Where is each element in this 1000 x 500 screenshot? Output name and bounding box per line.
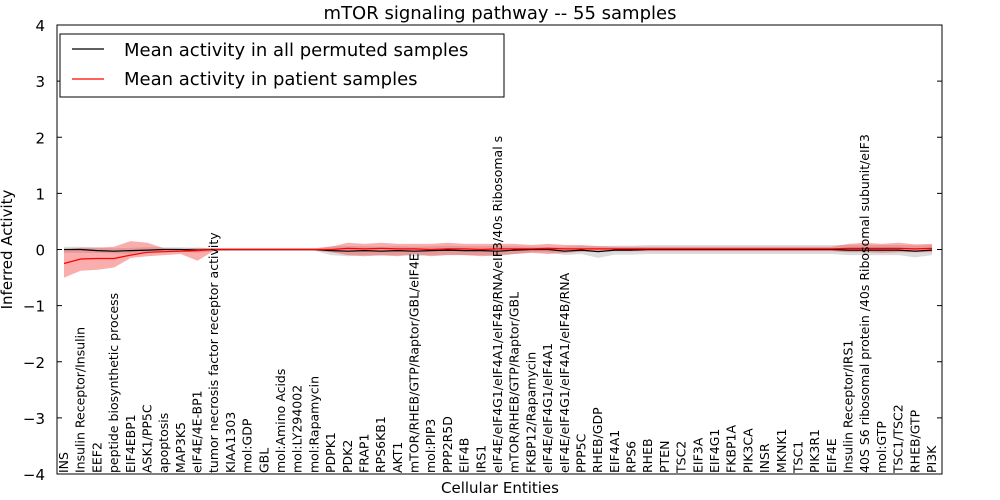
x-tick-label: FKBP12/Rapamycin [523, 352, 538, 473]
y-tick-label: 1 [35, 185, 45, 203]
x-tick-label: FRAP1 [357, 434, 372, 473]
x-tick-label: PI3K [924, 445, 939, 473]
legend: Mean activity in all permuted samples Me… [59, 33, 505, 98]
x-tick-label: 40S S6 ribosomal protein /40s Ribosomal … [857, 134, 872, 473]
x-tick-label: MKNK1 [774, 429, 789, 473]
x-tick-label: eIF4E/eIF4G1/eIF4A1/eIF4B/RNA/eIF3/40s R… [490, 136, 505, 473]
x-tick-label: ASK1/PP5C [140, 404, 155, 473]
x-tick-label: eIF4E/4E-BP1 [190, 390, 205, 473]
y-tick-label: −2 [23, 354, 45, 372]
x-tick-label: mol:Amino Acids [273, 369, 288, 473]
y-tick-label: −1 [23, 298, 45, 316]
x-tick-label: INSR [757, 443, 772, 473]
x-tick-label: PDPK1 [323, 432, 338, 473]
x-tick-label: IRS1 [473, 445, 488, 473]
chart-title: mTOR signaling pathway -- 55 samples [324, 3, 677, 24]
x-tick-label: PIK3CA [740, 428, 755, 473]
y-tick-label: 0 [35, 242, 45, 260]
x-tick-label: eIF4E/eIF4G1/eIF4A1/eIF4B/RNA [557, 272, 572, 473]
x-tick-label: EIF4A1 [607, 430, 622, 473]
x-tick-label: PDK2 [340, 440, 355, 473]
x-tick-label: mol:PIP3 [423, 419, 438, 473]
x-tick-label: EIF4B [457, 438, 472, 473]
x-tick-label: EIF4E [824, 438, 839, 473]
x-tick-label: mol:LY294002 [290, 385, 305, 473]
x-axis-label: Cellular Entities [441, 479, 559, 497]
x-tick-label: mol:Rapamycin [306, 376, 321, 473]
x-tick-label: peptide biosynthetic process [106, 293, 121, 473]
x-tick-label: PIK3R1 [807, 429, 822, 473]
x-tick-label: TSC1/TSC2 [891, 404, 906, 474]
y-axis-label: Inferred Activity [0, 189, 16, 309]
x-tick-label: MAP3K5 [173, 422, 188, 473]
x-tick-label: RPS6KB1 [373, 416, 388, 473]
y-tick-label: 2 [35, 129, 45, 147]
legend-label-permuted: Mean activity in all permuted samples [124, 40, 468, 61]
x-tick-label: RHEB/GTP [907, 409, 922, 473]
x-tick-label: RPS6 [624, 441, 639, 473]
x-tick-label: EIF4EBP1 [123, 414, 138, 473]
y-tick-label: 3 [35, 73, 45, 91]
x-tick-label: FKBP1A [724, 425, 739, 473]
y-axis-ticks: −4 −3 −2 −1 0 1 2 3 4 [23, 17, 942, 484]
x-tick-label: Insulin Receptor/Insulin [73, 327, 88, 473]
x-tick-label: PTEN [657, 441, 672, 473]
x-tick-label: EIF3A [690, 437, 705, 473]
x-tick-label: mol:GTP [874, 421, 889, 473]
legend-label-patient: Mean activity in patient samples [124, 69, 418, 90]
series-line-patient [63, 247, 933, 265]
x-tick-label: Insulin Receptor/IRS1 [841, 340, 856, 473]
x-tick-label: EIF4G1 [707, 429, 722, 473]
x-tick-label: RHEB/GDP [590, 407, 605, 473]
x-tick-label: tumor necrosis factor receptor activity [206, 232, 221, 473]
x-tick-label: mol:GDP [240, 418, 255, 473]
y-tick-label: −3 [23, 410, 45, 428]
legend-box [59, 33, 505, 98]
x-tick-label: apoptosis [156, 413, 171, 473]
band-patient [64, 241, 932, 278]
x-tick-label: KIAA1303 [223, 412, 238, 473]
y-tick-label: 4 [35, 17, 45, 35]
x-tick-label: INS [56, 452, 71, 473]
x-tick-label: RHEB [640, 438, 655, 473]
x-tick-label: mTOR/RHEB/GTP/Raptor/GBL/eIF4E [407, 253, 422, 473]
x-tick-label: eIF4E/eIF4G1/eIF4A1 [540, 343, 555, 473]
x-tick-label: TSC1 [791, 441, 806, 474]
x-tick-label: mTOR/RHEB/GTP/Raptor/GBL [507, 292, 522, 473]
x-tick-label: GBL [256, 448, 271, 473]
series-lines [63, 247, 933, 265]
y-tick-label: −4 [23, 466, 45, 484]
x-tick-label: AKT1 [390, 442, 405, 473]
x-tick-label: PPP2R5D [440, 416, 455, 473]
x-tick-labels: INS Insulin Receptor/Insulin EEF2 peptide b… [56, 134, 939, 474]
x-tick-label: EEF2 [89, 442, 104, 473]
x-tick-label: TSC2 [674, 441, 689, 474]
x-tick-label: PPP5C [574, 433, 589, 473]
